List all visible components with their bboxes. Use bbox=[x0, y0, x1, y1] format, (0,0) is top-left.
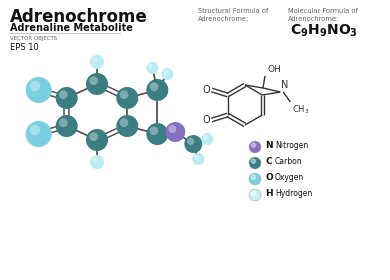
Circle shape bbox=[165, 122, 185, 142]
Text: $\mathregular{C_9H_9NO_3}$: $\mathregular{C_9H_9NO_3}$ bbox=[290, 23, 358, 39]
Circle shape bbox=[89, 76, 98, 85]
Circle shape bbox=[161, 68, 173, 80]
Circle shape bbox=[252, 191, 255, 195]
Circle shape bbox=[92, 157, 98, 163]
Circle shape bbox=[249, 173, 261, 185]
Circle shape bbox=[187, 138, 194, 145]
Text: O: O bbox=[202, 115, 210, 125]
Text: Carbon: Carbon bbox=[275, 157, 303, 167]
Text: C: C bbox=[265, 157, 271, 167]
Text: H: H bbox=[265, 190, 273, 199]
Circle shape bbox=[120, 118, 128, 127]
Circle shape bbox=[249, 189, 261, 201]
Text: EPS 10: EPS 10 bbox=[10, 43, 39, 52]
Circle shape bbox=[201, 133, 213, 145]
Circle shape bbox=[30, 125, 40, 135]
Text: VECTOR OBJECTS: VECTOR OBJECTS bbox=[10, 36, 57, 41]
Circle shape bbox=[203, 135, 208, 140]
Text: Hydrogen: Hydrogen bbox=[275, 190, 312, 199]
Circle shape bbox=[86, 129, 108, 151]
Text: N: N bbox=[281, 80, 289, 90]
Circle shape bbox=[249, 141, 261, 153]
Circle shape bbox=[150, 82, 158, 91]
Circle shape bbox=[56, 115, 78, 137]
Circle shape bbox=[26, 77, 52, 103]
Circle shape bbox=[252, 143, 255, 147]
Text: O: O bbox=[202, 85, 210, 95]
Circle shape bbox=[92, 57, 98, 63]
Text: Adrenochrome: Adrenochrome bbox=[10, 8, 148, 26]
Circle shape bbox=[120, 90, 128, 99]
Circle shape bbox=[116, 87, 138, 109]
Circle shape bbox=[90, 55, 104, 69]
Circle shape bbox=[150, 126, 158, 135]
Text: Oxygen: Oxygen bbox=[275, 174, 304, 183]
Circle shape bbox=[192, 153, 204, 165]
Circle shape bbox=[89, 132, 98, 141]
Text: OH: OH bbox=[267, 65, 281, 74]
Circle shape bbox=[146, 62, 158, 74]
Text: Nitrogen: Nitrogen bbox=[275, 141, 308, 151]
Circle shape bbox=[26, 121, 52, 147]
Text: N: N bbox=[265, 141, 273, 151]
Circle shape bbox=[90, 155, 104, 169]
Circle shape bbox=[194, 155, 199, 160]
Circle shape bbox=[30, 81, 40, 91]
Text: CH$_3$: CH$_3$ bbox=[292, 103, 310, 115]
Circle shape bbox=[163, 70, 168, 74]
Circle shape bbox=[146, 79, 168, 101]
Text: Structural Formula of
Adrenochrome:: Structural Formula of Adrenochrome: bbox=[198, 8, 268, 22]
Circle shape bbox=[146, 123, 168, 145]
Circle shape bbox=[116, 115, 138, 137]
Text: Molecular Formula of
Adrenochrome:: Molecular Formula of Adrenochrome: bbox=[288, 8, 358, 22]
Circle shape bbox=[59, 90, 68, 99]
Circle shape bbox=[59, 118, 68, 127]
Circle shape bbox=[252, 175, 255, 179]
Circle shape bbox=[56, 87, 78, 109]
Text: Adrenaline Metabolite: Adrenaline Metabolite bbox=[10, 23, 133, 33]
Circle shape bbox=[249, 157, 261, 169]
Circle shape bbox=[168, 125, 176, 133]
Text: O: O bbox=[265, 174, 273, 183]
Circle shape bbox=[148, 64, 153, 69]
Circle shape bbox=[184, 135, 202, 153]
Circle shape bbox=[86, 73, 108, 95]
Circle shape bbox=[252, 159, 255, 163]
